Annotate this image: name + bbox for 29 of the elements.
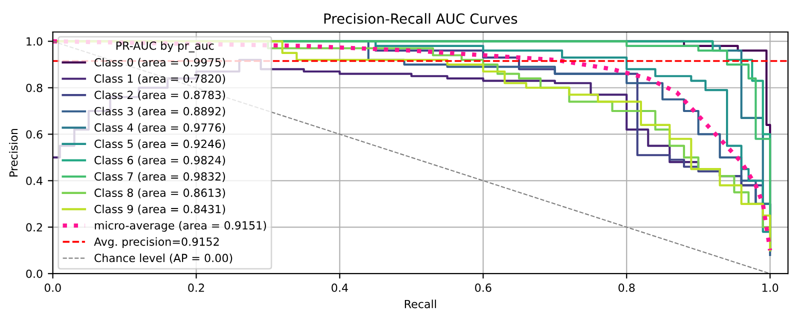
legend-label: Class 6 (area = 0.9824): [94, 156, 226, 166]
x-tick-label: 0.8: [618, 284, 635, 292]
legend-title: PR-AUC by pr_auc: [116, 41, 214, 52]
y-tick-label: 0.6: [26, 130, 42, 139]
x-tick-label: 0.6: [475, 284, 492, 292]
x-tick-label: 0.4: [332, 284, 348, 292]
legend-label: Avg. precision=0.9152: [94, 237, 219, 248]
legend-label: Class 3 (area = 0.8892): [94, 106, 226, 117]
legend-label: Class 2 (area = 0.8783): [94, 90, 226, 100]
legend-label: Class 0 (area = 0.9975): [94, 58, 226, 68]
legend-label: Class 1 (area = 0.7820): [94, 74, 226, 84]
y-tick-label: 0.2: [26, 223, 42, 232]
legend-label: micro-average (area = 0.9151): [94, 220, 266, 232]
x-tick-label: 0.0: [44, 284, 61, 292]
y-tick-label: 0.8: [26, 84, 42, 92]
y-tick-label: 0.4: [26, 176, 42, 186]
legend-label: Class 9 (area = 0.8431): [94, 204, 226, 215]
chart-title: Precision-Recall AUC Curves: [324, 13, 518, 24]
y-axis-title: Precision: [9, 128, 18, 176]
legend-label: Class 8 (area = 0.8613): [94, 188, 226, 198]
x-tick-label: 0.2: [188, 284, 204, 292]
y-tick-label: 0.0: [26, 270, 42, 278]
legend-label: Class 4 (area = 0.9776): [94, 123, 226, 134]
legend-label: Class 5 (area = 0.9246): [94, 139, 226, 150]
y-tick-label: 1.0: [26, 37, 42, 46]
legend-label: Chance level (AP = 0.00): [94, 254, 232, 264]
x-tick-label: 1.0: [762, 284, 778, 292]
x-axis-title: Recall: [404, 300, 436, 308]
legend-label: Class 7 (area = 0.9832): [94, 172, 226, 182]
